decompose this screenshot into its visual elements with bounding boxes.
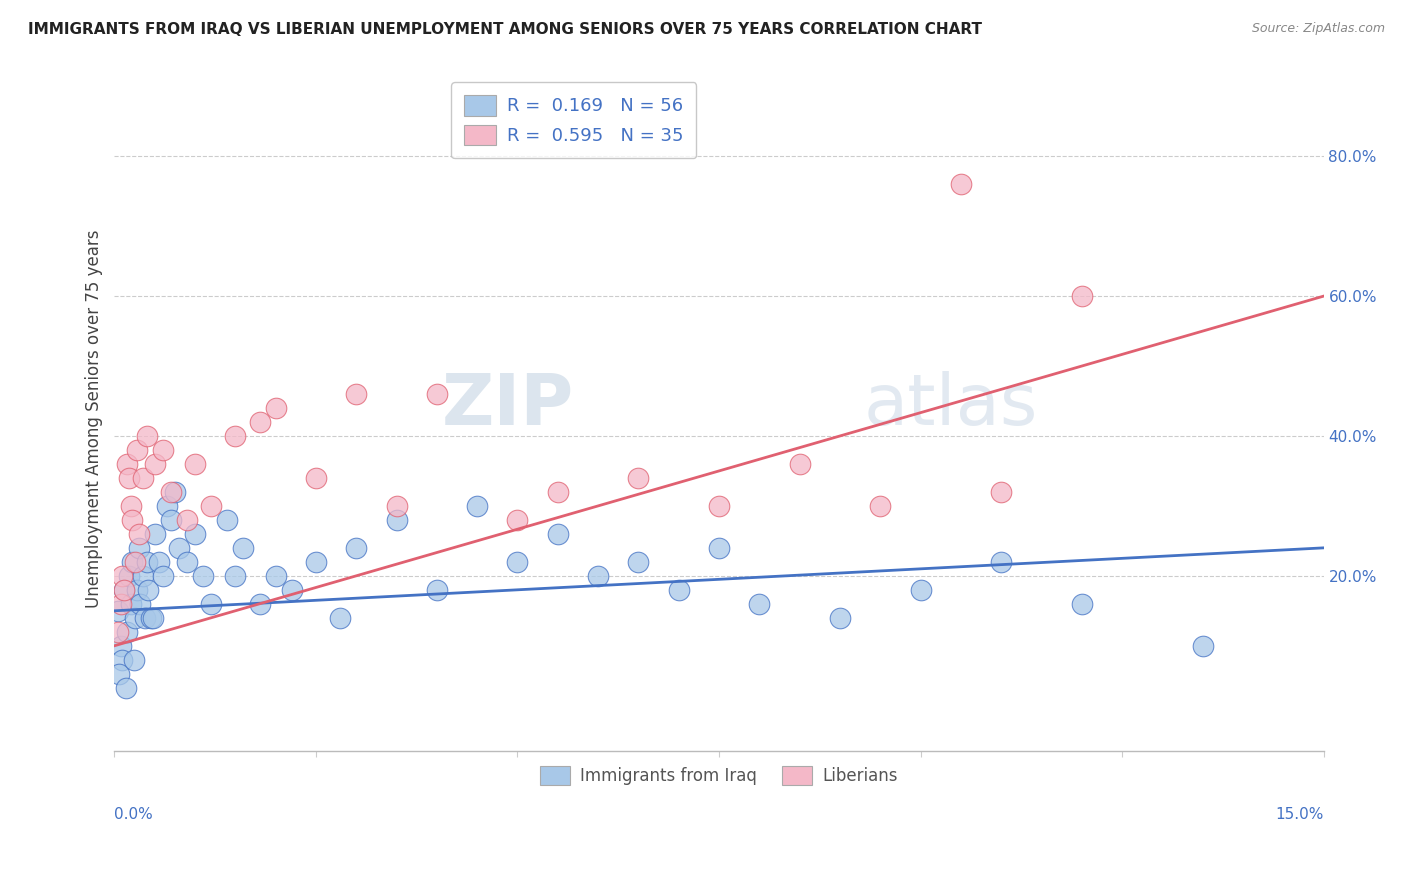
Point [184, 527, 207, 541]
Point [156, 499, 179, 513]
Point [118, 569, 141, 583]
Point [135, 555, 157, 569]
Point [191, 569, 214, 583]
Point [426, 582, 449, 597]
Point [249, 415, 271, 429]
Text: Source: ZipAtlas.com: Source: ZipAtlas.com [1251, 22, 1385, 36]
Point [748, 597, 770, 611]
Point [586, 569, 609, 583]
Point [1070, 597, 1092, 611]
Point [344, 541, 367, 555]
Point [910, 582, 932, 597]
Point [120, 597, 142, 611]
Point [160, 513, 183, 527]
Point [136, 582, 159, 597]
Point [385, 499, 408, 513]
Point [385, 513, 408, 527]
Point [131, 471, 153, 485]
Point [107, 624, 129, 639]
Point [200, 499, 222, 513]
Point [707, 541, 730, 555]
Point [184, 457, 207, 471]
Point [264, 569, 287, 583]
Point [135, 429, 157, 443]
Point [869, 499, 891, 513]
Point [249, 597, 271, 611]
Point [707, 499, 730, 513]
Point [305, 555, 328, 569]
Point [217, 513, 239, 527]
Point [264, 401, 287, 415]
Point [949, 178, 972, 192]
Point [148, 555, 170, 569]
Point [789, 457, 811, 471]
Point [125, 582, 148, 597]
Point [128, 541, 150, 555]
Text: atlas: atlas [865, 371, 1039, 440]
Point [1070, 289, 1092, 303]
Point [139, 611, 162, 625]
Point [131, 569, 153, 583]
Point [224, 429, 246, 443]
Point [152, 569, 174, 583]
Point [118, 471, 141, 485]
Point [111, 569, 134, 583]
Text: ZIP: ZIP [441, 371, 574, 440]
Point [167, 541, 190, 555]
Point [114, 681, 136, 695]
Point [121, 513, 143, 527]
Point [990, 484, 1012, 499]
Point [627, 555, 650, 569]
Point [547, 527, 569, 541]
Point [668, 582, 690, 597]
Point [120, 499, 142, 513]
Text: 15.0%: 15.0% [1275, 806, 1323, 822]
Point [122, 653, 145, 667]
Point [115, 624, 138, 639]
Legend: Immigrants from Iraq, Liberians: Immigrants from Iraq, Liberians [534, 760, 904, 792]
Point [110, 597, 132, 611]
Point [232, 541, 254, 555]
Point [828, 611, 851, 625]
Point [111, 653, 134, 667]
Point [110, 639, 132, 653]
Point [426, 387, 449, 401]
Point [344, 387, 367, 401]
Point [143, 457, 166, 471]
Point [163, 484, 186, 499]
Point [121, 555, 143, 569]
Text: IMMIGRANTS FROM IRAQ VS LIBERIAN UNEMPLOYMENT AMONG SENIORS OVER 75 YEARS CORREL: IMMIGRANTS FROM IRAQ VS LIBERIAN UNEMPLO… [28, 22, 983, 37]
Point [281, 582, 304, 597]
Point [1191, 639, 1213, 653]
Point [200, 597, 222, 611]
Point [124, 555, 146, 569]
Point [112, 582, 135, 597]
Point [115, 457, 138, 471]
Point [125, 442, 148, 457]
Point [108, 666, 131, 681]
Text: 0.0%: 0.0% [114, 806, 153, 822]
Point [224, 569, 246, 583]
Point [107, 604, 129, 618]
Point [134, 611, 156, 625]
Point [506, 513, 529, 527]
Point [124, 611, 146, 625]
Y-axis label: Unemployment Among Seniors over 75 years: Unemployment Among Seniors over 75 years [86, 229, 103, 607]
Point [627, 471, 650, 485]
Point [305, 471, 328, 485]
Point [129, 597, 152, 611]
Point [160, 484, 183, 499]
Point [142, 611, 165, 625]
Point [329, 611, 352, 625]
Point [506, 555, 529, 569]
Point [990, 555, 1012, 569]
Point [176, 513, 198, 527]
Point [547, 484, 569, 499]
Point [112, 582, 135, 597]
Point [143, 527, 166, 541]
Point [176, 555, 198, 569]
Point [128, 527, 150, 541]
Point [152, 442, 174, 457]
Point [465, 499, 488, 513]
